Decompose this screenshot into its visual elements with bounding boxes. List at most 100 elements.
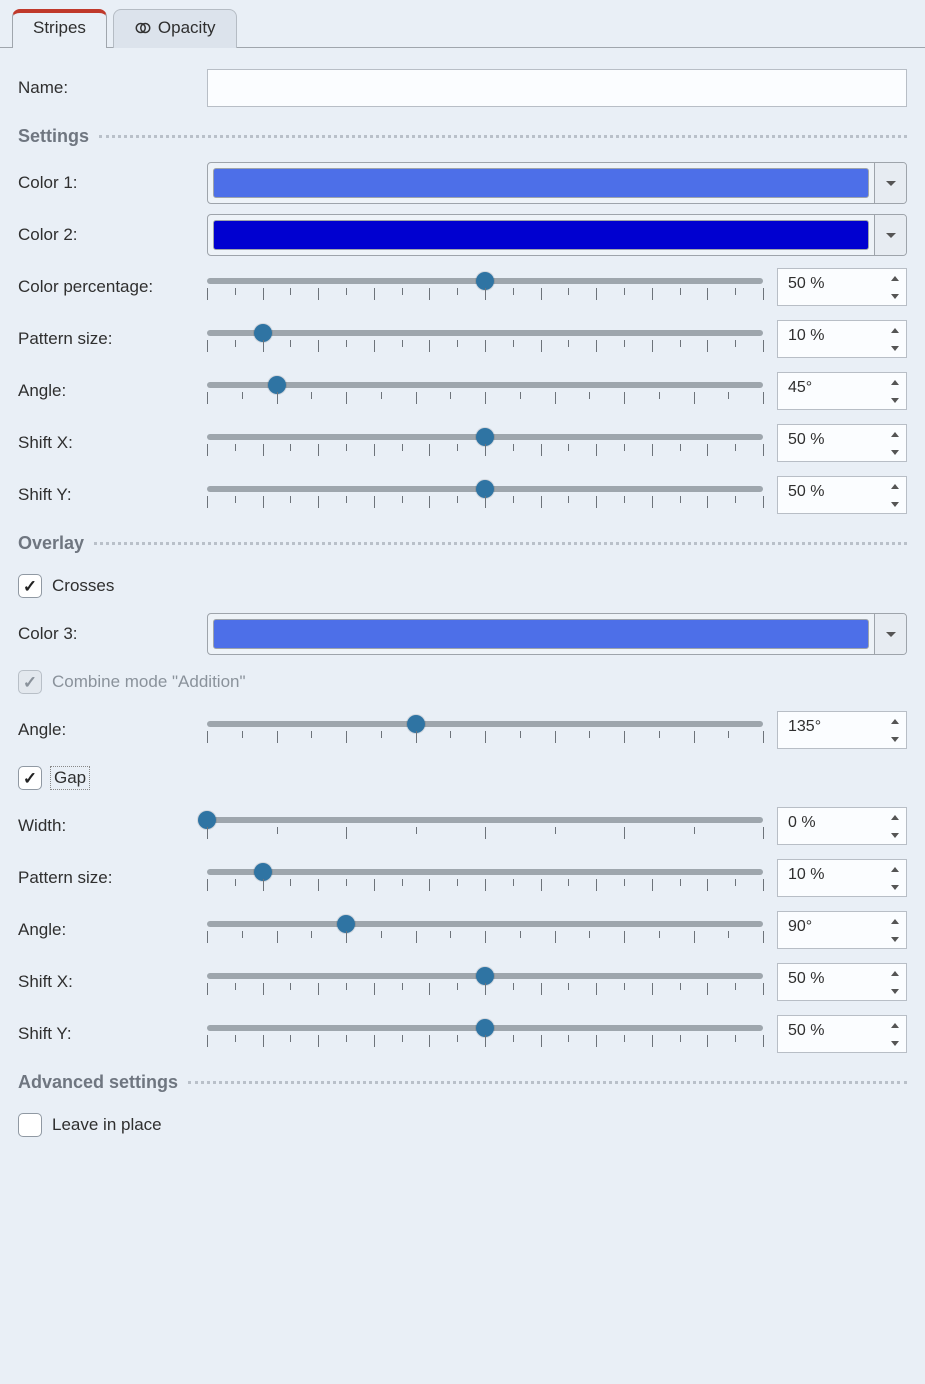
color3-dropdown[interactable] — [874, 614, 906, 654]
spin-up[interactable] — [884, 964, 906, 982]
angle-spinner[interactable]: 45° — [777, 372, 907, 410]
overlay-angle-slider[interactable] — [207, 715, 763, 745]
leave-checkbox[interactable]: ✓ — [18, 1113, 42, 1137]
crosses-checkbox[interactable]: ✓ — [18, 574, 42, 598]
shiftx-label: Shift X: — [18, 433, 193, 453]
gap-shifty-slider[interactable] — [207, 1019, 763, 1049]
spin-down[interactable] — [884, 391, 906, 409]
gap-angle-slider[interactable] — [207, 915, 763, 945]
color-pct-spinner[interactable]: 50 % — [777, 268, 907, 306]
name-input[interactable] — [207, 69, 907, 107]
spin-up[interactable] — [884, 321, 906, 339]
arrow-down-icon — [891, 294, 899, 299]
spin-up[interactable] — [884, 912, 906, 930]
chevron-down-icon — [886, 181, 896, 186]
tab-opacity-label: Opacity — [158, 18, 216, 38]
tab-stripes-label: Stripes — [33, 18, 86, 38]
overlay-angle-spinner[interactable]: 135° — [777, 711, 907, 749]
color3-label: Color 3: — [18, 624, 193, 644]
shiftx-spinner[interactable]: 50 % — [777, 424, 907, 462]
gap-pattern-slider[interactable] — [207, 863, 763, 893]
spin-up[interactable] — [884, 269, 906, 287]
spin-down[interactable] — [884, 930, 906, 948]
spin-down[interactable] — [884, 287, 906, 305]
arrow-down-icon — [891, 833, 899, 838]
settings-header: Settings — [18, 126, 89, 147]
spin-up[interactable] — [884, 1016, 906, 1034]
divider — [188, 1081, 907, 1084]
gap-shifty-spinner[interactable]: 50 % — [777, 1015, 907, 1053]
arrow-up-icon — [891, 484, 899, 489]
gap-shiftx-spinner[interactable]: 50 % — [777, 963, 907, 1001]
overlay-header: Overlay — [18, 533, 84, 554]
arrow-up-icon — [891, 276, 899, 281]
spin-up[interactable] — [884, 477, 906, 495]
overlay-angle-label: Angle: — [18, 720, 193, 740]
spin-down[interactable] — [884, 339, 906, 357]
arrow-up-icon — [891, 919, 899, 924]
spin-up[interactable] — [884, 425, 906, 443]
arrow-down-icon — [891, 1041, 899, 1046]
arrow-up-icon — [891, 815, 899, 820]
shiftx-slider[interactable] — [207, 428, 763, 458]
arrow-down-icon — [891, 398, 899, 403]
spin-down[interactable] — [884, 730, 906, 748]
arrow-down-icon — [891, 885, 899, 890]
arrow-down-icon — [891, 737, 899, 742]
tab-opacity[interactable]: Opacity — [113, 9, 237, 48]
spin-up[interactable] — [884, 808, 906, 826]
color1-dropdown[interactable] — [874, 163, 906, 203]
gap-checkbox[interactable]: ✓ — [18, 766, 42, 790]
gap-angle-spinner[interactable]: 90° — [777, 911, 907, 949]
spin-down[interactable] — [884, 443, 906, 461]
arrow-up-icon — [891, 719, 899, 724]
tab-bar: Stripes Opacity — [0, 0, 925, 48]
color1-field[interactable] — [207, 162, 907, 204]
shifty-spinner[interactable]: 50 % — [777, 476, 907, 514]
gap-pattern-spinner[interactable]: 10 % — [777, 859, 907, 897]
pattern-size-slider[interactable] — [207, 324, 763, 354]
gap-width-spinner[interactable]: 0 % — [777, 807, 907, 845]
spin-up[interactable] — [884, 373, 906, 391]
combine-checkbox: ✓ — [18, 670, 42, 694]
spin-up[interactable] — [884, 860, 906, 878]
color2-dropdown[interactable] — [874, 215, 906, 255]
color3-swatch — [213, 619, 869, 649]
arrow-up-icon — [891, 867, 899, 872]
angle-slider[interactable] — [207, 376, 763, 406]
arrow-down-icon — [891, 450, 899, 455]
arrow-up-icon — [891, 432, 899, 437]
color2-label: Color 2: — [18, 225, 193, 245]
gap-shifty-label: Shift Y: — [18, 1024, 193, 1044]
chevron-down-icon — [886, 632, 896, 637]
spin-up[interactable] — [884, 712, 906, 730]
gap-shiftx-slider[interactable] — [207, 967, 763, 997]
tab-stripes[interactable]: Stripes — [12, 9, 107, 48]
spin-down[interactable] — [884, 826, 906, 844]
gap-label: Gap — [52, 768, 88, 788]
pattern-size-spinner[interactable]: 10 % — [777, 320, 907, 358]
color2-swatch — [213, 220, 869, 250]
color3-field[interactable] — [207, 613, 907, 655]
spin-down[interactable] — [884, 982, 906, 1000]
gap-angle-label: Angle: — [18, 920, 193, 940]
divider — [94, 542, 907, 545]
chevron-down-icon — [886, 233, 896, 238]
arrow-down-icon — [891, 502, 899, 507]
name-label: Name: — [18, 78, 193, 98]
color2-field[interactable] — [207, 214, 907, 256]
angle-label: Angle: — [18, 381, 193, 401]
color-pct-slider[interactable] — [207, 272, 763, 302]
shifty-slider[interactable] — [207, 480, 763, 510]
gap-width-slider[interactable] — [207, 811, 763, 841]
spin-down[interactable] — [884, 878, 906, 896]
arrow-up-icon — [891, 328, 899, 333]
pattern-size-label: Pattern size: — [18, 329, 193, 349]
spin-down[interactable] — [884, 495, 906, 513]
arrow-up-icon — [891, 380, 899, 385]
spin-down[interactable] — [884, 1034, 906, 1052]
gap-pattern-label: Pattern size: — [18, 868, 193, 888]
advanced-header: Advanced settings — [18, 1072, 178, 1093]
arrow-up-icon — [891, 1023, 899, 1028]
arrow-up-icon — [891, 971, 899, 976]
